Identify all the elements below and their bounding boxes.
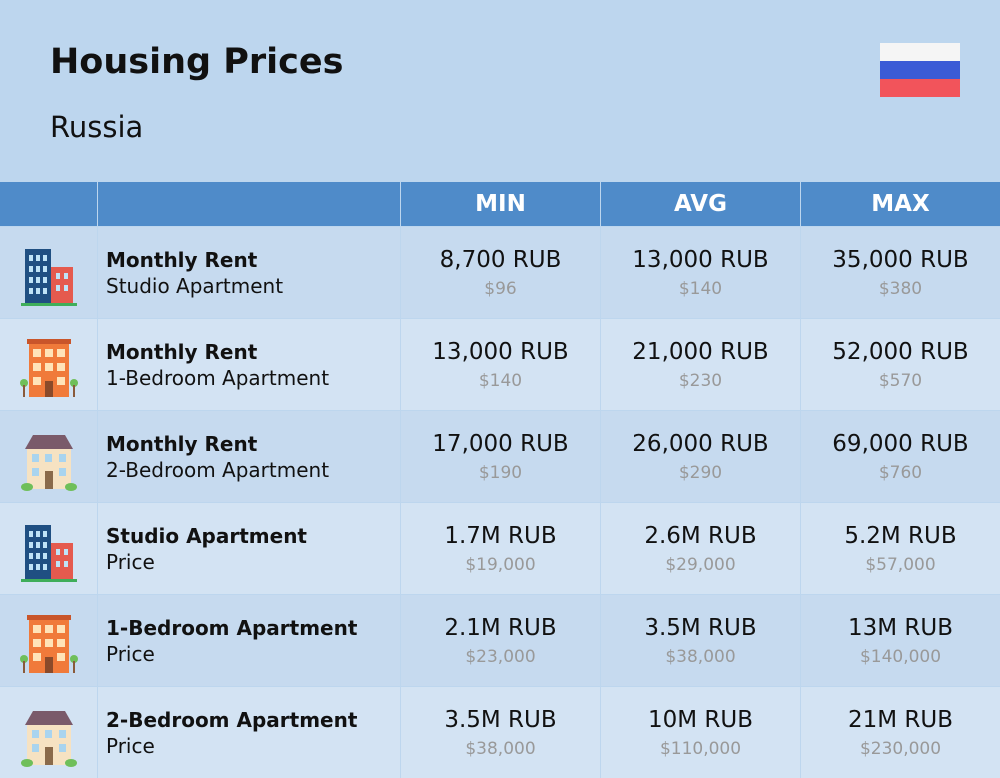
price-cell: 1.7M RUB $19,000 <box>401 503 600 594</box>
row-label: Studio Apartment Price <box>98 503 400 594</box>
price-usd: $230 <box>678 370 723 391</box>
icon-cell <box>0 687 97 778</box>
price-cell: 69,000 RUB $760 <box>801 411 1000 502</box>
building-icon <box>21 435 77 491</box>
icon-cell <box>0 503 97 594</box>
price-cell: 8,700 RUB $96 <box>401 227 600 318</box>
row-subtitle: Price <box>106 549 155 574</box>
price-usd: $190 <box>478 462 523 483</box>
price-usd: $110,000 <box>659 738 742 759</box>
row-label: Monthly Rent Studio Apartment <box>98 227 400 318</box>
header-cell <box>98 182 400 226</box>
price-usd: $140,000 <box>859 646 942 667</box>
price-rub: 52,000 RUB <box>832 338 969 365</box>
flag <box>880 43 960 97</box>
row-title: Monthly Rent <box>106 431 258 456</box>
price-usd: $29,000 <box>665 554 736 575</box>
price-rub: 21,000 RUB <box>632 338 769 365</box>
building-icon <box>20 615 78 673</box>
price-rub: 1.7M RUB <box>444 522 557 549</box>
price-cell: 17,000 RUB $190 <box>401 411 600 502</box>
title: Housing Prices <box>50 42 344 82</box>
row-subtitle: Price <box>106 733 155 758</box>
row-title: Studio Apartment <box>106 523 307 548</box>
price-rub: 69,000 RUB <box>832 430 969 457</box>
price-rub: 5.2M RUB <box>844 522 957 549</box>
price-rub: 3.5M RUB <box>444 706 557 733</box>
row-subtitle: 2-Bedroom Apartment <box>106 457 330 482</box>
row-subtitle: Studio Apartment <box>106 273 284 298</box>
price-usd: $38,000 <box>465 738 536 759</box>
column-header: MIN <box>401 182 600 226</box>
row-subtitle: Price <box>106 641 155 666</box>
price-usd: $57,000 <box>865 554 936 575</box>
price-rub: 13M RUB <box>847 614 954 641</box>
price-cell: 2.1M RUB $23,000 <box>401 595 600 686</box>
price-cell: 3.5M RUB $38,000 <box>601 595 800 686</box>
icon-cell <box>0 595 97 686</box>
subtitle: Russia <box>50 110 144 144</box>
row-label: Monthly Rent 2-Bedroom Apartment <box>98 411 400 502</box>
price-usd: $19,000 <box>465 554 536 575</box>
price-cell: 13,000 RUB $140 <box>401 319 600 410</box>
price-usd: $140 <box>478 370 523 391</box>
price-cell: 2.6M RUB $29,000 <box>601 503 800 594</box>
price-usd: $230,000 <box>859 738 942 759</box>
row-label: 1-Bedroom Apartment Price <box>98 595 400 686</box>
price-cell: 52,000 RUB $570 <box>801 319 1000 410</box>
price-cell: 3.5M RUB $38,000 <box>401 687 600 778</box>
row-label: Monthly Rent 1-Bedroom Apartment <box>98 319 400 410</box>
building-icon <box>21 249 77 306</box>
price-rub: 2.6M RUB <box>644 522 757 549</box>
price-rub: 26,000 RUB <box>632 430 769 457</box>
price-cell: 5.2M RUB $57,000 <box>801 503 1000 594</box>
price-rub: 17,000 RUB <box>432 430 569 457</box>
price-cell: 35,000 RUB $380 <box>801 227 1000 318</box>
price-usd: $570 <box>878 370 923 391</box>
price-usd: $38,000 <box>665 646 736 667</box>
price-cell: 26,000 RUB $290 <box>601 411 800 502</box>
price-usd: $23,000 <box>465 646 536 667</box>
row-title: 1-Bedroom Apartment <box>106 615 358 640</box>
price-usd: $140 <box>678 278 723 299</box>
price-rub: 35,000 RUB <box>832 246 969 273</box>
row-subtitle: 1-Bedroom Apartment <box>106 365 330 390</box>
price-rub: 13,000 RUB <box>432 338 569 365</box>
column-header: MAX <box>801 182 1000 226</box>
table: MIN AVG MAX Monthly Rent Studio Apartment 8,7… <box>0 182 1000 778</box>
price-rub: 13,000 RUB <box>632 246 769 273</box>
row-label: 2-Bedroom Apartment Price <box>98 687 400 778</box>
price-rub: 8,700 RUB <box>439 246 562 273</box>
price-rub: 3.5M RUB <box>644 614 757 641</box>
price-cell: 21,000 RUB $230 <box>601 319 800 410</box>
column-header: AVG <box>601 182 800 226</box>
icon-cell <box>0 411 97 502</box>
row-title: 2-Bedroom Apartment <box>106 707 358 732</box>
price-rub: 2.1M RUB <box>444 614 557 641</box>
price-cell: 13,000 RUB $140 <box>601 227 800 318</box>
building-icon <box>21 525 77 582</box>
icon-cell <box>0 227 97 318</box>
price-rub: 21M RUB <box>847 706 954 733</box>
price-cell: 10M RUB $110,000 <box>601 687 800 778</box>
price-rub: 10M RUB <box>647 706 754 733</box>
row-title: Monthly Rent <box>106 247 258 272</box>
price-usd: $290 <box>678 462 723 483</box>
icon-cell <box>0 319 97 410</box>
building-icon <box>20 339 78 397</box>
price-usd: $96 <box>484 278 517 299</box>
price-usd: $760 <box>878 462 923 483</box>
header-cell <box>0 182 97 226</box>
price-cell: 13M RUB $140,000 <box>801 595 1000 686</box>
price-usd: $380 <box>878 278 923 299</box>
building-icon <box>21 711 77 767</box>
price-cell: 21M RUB $230,000 <box>801 687 1000 778</box>
row-title: Monthly Rent <box>106 339 258 364</box>
